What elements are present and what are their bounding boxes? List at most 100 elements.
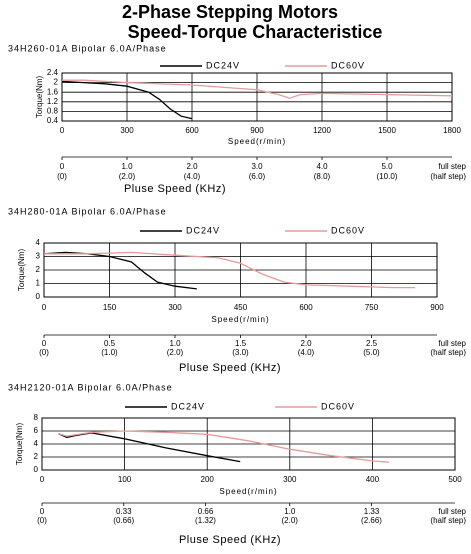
x-tick-label: 1500 (378, 126, 396, 135)
x-tick-label: 400 (366, 475, 380, 484)
legend-label: DC24V (206, 60, 240, 70)
pulse-tick-label: 0 (60, 162, 65, 171)
x-tick-label: 900 (250, 126, 264, 135)
page-subtitle: Speed-Torque Characteristice (128, 22, 383, 42)
plot-frame (41, 417, 456, 471)
half-step-label: (5.0) (363, 348, 380, 357)
pulse-tick-label: 5.0 (381, 162, 393, 171)
y-axis-label: Torque(Nm) (15, 423, 24, 466)
x-tick-label: 300 (168, 303, 182, 312)
series-line (61, 80, 193, 120)
pulse-axis-label: Pluse Speed (KHz) (124, 183, 226, 195)
y-tick-label: 0.4 (47, 116, 59, 125)
chart-subtitle: 34H2120-01A Bipolar 6.0A/Phase (8, 382, 173, 392)
pulse-tick-label: 1.0 (121, 162, 133, 171)
pulse-tick-label: 1.33 (364, 507, 380, 516)
legend-label: DC24V (186, 225, 220, 235)
half-step-label: (0.66) (113, 516, 134, 525)
series-line (62, 79, 453, 99)
half-step-label: (1.32) (195, 516, 216, 525)
x-tick-label: 600 (185, 126, 199, 135)
x-tick-label: 150 (103, 303, 117, 312)
pulse-tick-label: 2.0 (186, 162, 198, 171)
legend-label: DC60V (331, 225, 365, 235)
full-step-legend: full step (438, 507, 466, 516)
pulse-tick-label: 1.5 (235, 339, 247, 348)
y-tick-label: 4 (36, 238, 41, 247)
pulse-tick-label: 0.5 (104, 339, 116, 348)
y-tick-label: 3 (36, 252, 41, 261)
half-step-label: (3.0) (232, 348, 249, 357)
y-tick-label: 1.6 (47, 87, 59, 96)
pulse-axis-label: Pluse Speed (KHz) (179, 534, 281, 546)
pulse-tick-label: 1.0 (284, 507, 296, 516)
x-axis-label: Speed(r/min) (219, 487, 277, 496)
x-tick-label: 600 (299, 303, 313, 312)
full-step-legend: full step (438, 339, 466, 348)
y-axis-label: Torque(Nm) (35, 76, 44, 119)
y-tick-label: 8 (34, 413, 39, 422)
half-step-label: (4.0) (184, 172, 201, 181)
x-axis-label: Speed(r/min) (211, 315, 269, 324)
y-tick-label: 2 (54, 78, 59, 87)
y-tick-label: 0 (34, 465, 39, 474)
half-step-label: (0) (37, 516, 47, 525)
plot-frame (43, 242, 438, 298)
pulse-tick-label: 1.0 (169, 339, 181, 348)
half-step-label: (2.0) (282, 516, 299, 525)
chart-subtitle: 34H260-01A Bipolar 6.0A/Phase (8, 43, 167, 53)
full-step-legend: full step (438, 162, 466, 171)
y-tick-label: 0.8 (47, 107, 59, 116)
half-step-label: (4.0) (298, 348, 315, 357)
half-step-label: (1.0) (101, 348, 118, 357)
x-tick-label: 1200 (313, 126, 331, 135)
y-axis-label: Torque(Nm) (17, 249, 26, 292)
pulse-tick-label: 0.66 (198, 507, 214, 516)
x-tick-label: 0 (40, 475, 45, 484)
y-tick-label: 2 (36, 265, 41, 274)
y-tick-label: 4 (34, 439, 39, 448)
x-tick-label: 300 (120, 126, 134, 135)
y-tick-label: 6 (34, 426, 39, 435)
half-step-label: (2.0) (119, 172, 136, 181)
pulse-tick-label: 2.5 (366, 339, 378, 348)
x-tick-label: 500 (448, 475, 462, 484)
half-step-legend: (half step) (430, 172, 466, 181)
x-tick-label: 0 (60, 126, 65, 135)
x-tick-label: 100 (118, 475, 132, 484)
x-tick-label: 300 (283, 475, 297, 484)
y-tick-label: 0 (36, 292, 41, 301)
x-tick-label: 750 (365, 303, 379, 312)
pulse-tick-label: 0 (42, 339, 47, 348)
half-step-label: (2.0) (167, 348, 184, 357)
page-title: 2-Phase Stepping Motors (122, 2, 338, 22)
series-line (43, 251, 197, 290)
y-tick-label: 2 (34, 452, 39, 461)
pulse-tick-label: 0 (40, 507, 45, 516)
pulse-tick-label: 0.33 (116, 507, 132, 516)
x-tick-label: 900 (430, 303, 444, 312)
half-step-label: (0) (39, 348, 49, 357)
half-step-label: (2.66) (361, 516, 382, 525)
x-tick-label: 200 (201, 475, 215, 484)
pulse-tick-label: 4.0 (316, 162, 328, 171)
y-tick-label: 1 (36, 279, 41, 288)
legend-label: DC24V (171, 401, 205, 411)
half-step-legend: (half step) (430, 348, 466, 357)
series-line (44, 251, 416, 289)
x-tick-label: 450 (234, 303, 248, 312)
half-step-legend: (half step) (430, 516, 466, 525)
series-line (58, 432, 241, 463)
legend-label: DC60V (331, 60, 365, 70)
legend-label: DC60V (321, 401, 355, 411)
x-axis-label: Speed(r/min) (228, 137, 286, 146)
half-step-label: (6.0) (249, 172, 266, 181)
y-tick-label: 1.2 (47, 97, 59, 106)
plot-frame (61, 72, 453, 122)
pulse-axis-label: Pluse Speed (KHz) (179, 362, 281, 374)
y-tick-label: 2.4 (47, 68, 59, 77)
half-step-label: (8.0) (314, 172, 331, 181)
x-tick-label: 1800 (443, 126, 461, 135)
half-step-label: (10.0) (377, 172, 398, 181)
